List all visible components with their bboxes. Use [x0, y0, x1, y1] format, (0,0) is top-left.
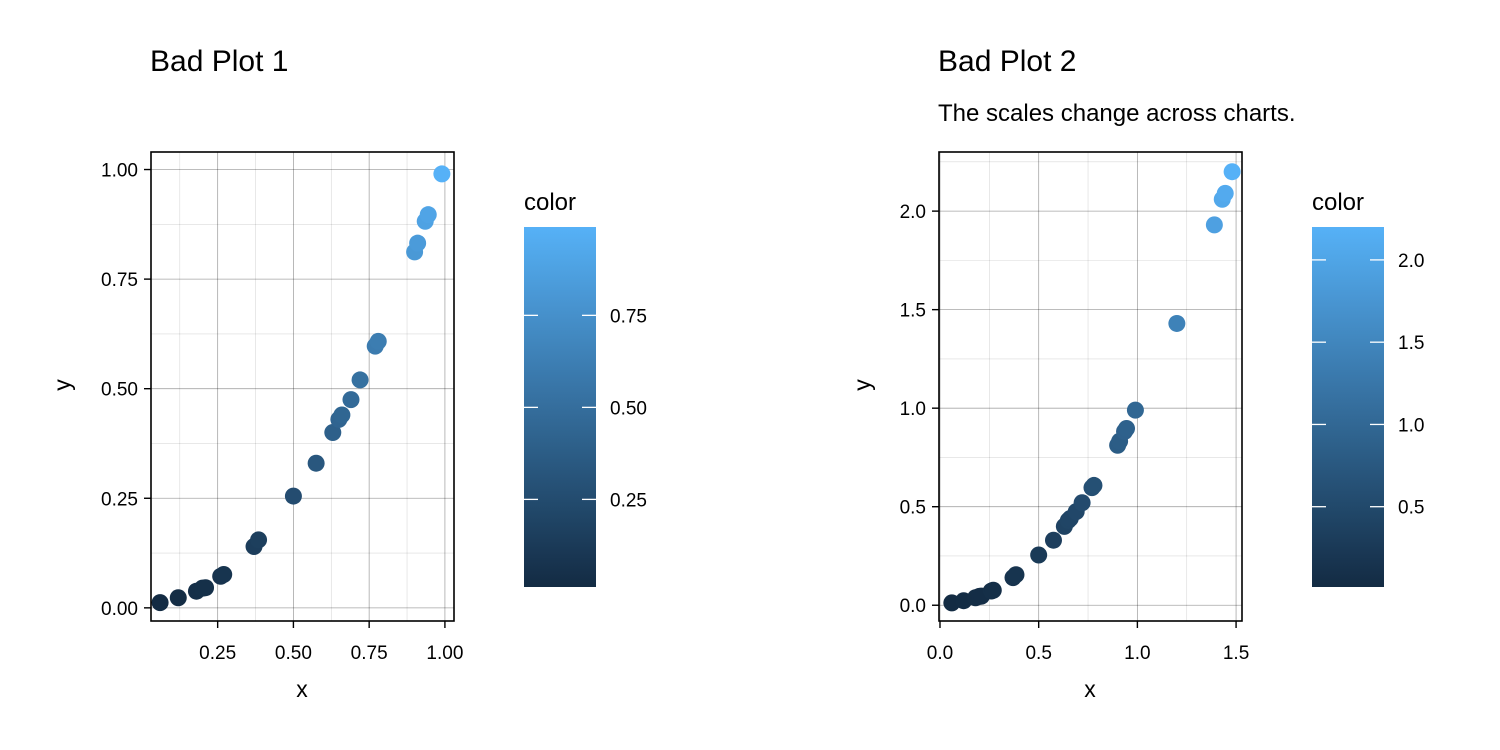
data-point [1216, 184, 1234, 202]
chart-2-grid [939, 152, 1242, 621]
data-point [1073, 494, 1091, 512]
chart-1-x-axis-label: x [296, 676, 308, 702]
data-point [1223, 163, 1241, 181]
data-point [409, 234, 427, 252]
x-tick-label: 0.5 [1025, 643, 1051, 664]
data-point [1118, 419, 1136, 437]
x-tick-label: 0.75 [351, 643, 388, 664]
y-tick-label: 0.50 [101, 380, 138, 401]
chart-1-grid [151, 152, 454, 621]
colorbar-tick-label: 1.0 [1398, 415, 1424, 436]
colorbar-tick-label: 0.50 [610, 398, 647, 419]
data-point [342, 391, 360, 409]
chart-2-panel-border [938, 151, 1243, 622]
chart-1-legend-title: color [524, 189, 576, 216]
chart-1-panel-border [150, 151, 455, 622]
x-tick-label: 0.0 [927, 643, 953, 664]
chart-1-colorbar-ticks: 0.25 0.50 0.75 [524, 306, 647, 511]
chart-1-x-axis: 0.25 0.50 0.75 1.00 [199, 621, 463, 664]
data-point [1030, 546, 1048, 564]
data-point [1044, 531, 1062, 549]
chart-2-y-axis: 0.0 0.5 1.0 1.5 2.0 [900, 202, 939, 617]
data-point [1126, 401, 1144, 419]
data-point [369, 332, 387, 350]
data-point [284, 487, 302, 505]
colorbar-tick-label: 0.5 [1398, 498, 1424, 519]
chart-1: Bad Plot 1 0.25 0.50 0.75 1.00 0.00 0.25 0.50… [49, 45, 647, 702]
y-tick-label: 1.00 [101, 161, 138, 182]
data-point [1007, 566, 1025, 584]
y-tick-label: 0.00 [101, 599, 138, 620]
data-point [333, 406, 351, 424]
colorbar-tick-label: 2.0 [1398, 251, 1424, 272]
chart-1-y-axis-label: y [49, 379, 75, 391]
colorbar-tick-label: 0.25 [610, 490, 647, 511]
data-point [984, 581, 1002, 599]
data-point [197, 579, 215, 597]
data-point [433, 165, 451, 183]
data-point [324, 424, 342, 442]
chart-1-points [151, 165, 451, 612]
data-point [215, 566, 233, 584]
x-tick-label: 0.50 [275, 643, 312, 664]
y-tick-label: 0.25 [101, 489, 138, 510]
chart-1-legend: color 0.25 0.50 0.75 [524, 189, 647, 587]
x-tick-label: 1.5 [1223, 643, 1249, 664]
chart-2-points [943, 163, 1241, 612]
data-point [1168, 314, 1186, 332]
x-tick-label: 1.00 [426, 643, 463, 664]
chart-1-title: Bad Plot 1 [150, 45, 288, 78]
chart-2-legend: color 0.5 1.0 1.5 2.0 [1312, 189, 1424, 587]
y-tick-label: 2.0 [900, 202, 926, 223]
chart-2-y-axis-label: y [849, 379, 875, 391]
colorbar-tick-label: 0.75 [610, 306, 647, 327]
y-tick-label: 1.0 [900, 399, 926, 420]
chart-2-legend-title: color [1312, 189, 1364, 216]
chart-2-colorbar [1312, 227, 1384, 587]
data-point [169, 589, 187, 607]
y-tick-label: 0.75 [101, 270, 138, 291]
y-tick-label: 1.5 [900, 301, 926, 322]
data-point [1205, 216, 1223, 234]
chart-2-x-axis-label: x [1084, 676, 1096, 702]
data-point [250, 531, 268, 549]
data-point [151, 594, 169, 612]
y-tick-label: 0.0 [900, 596, 926, 617]
chart-2: Bad Plot 2 The scales change across char… [849, 45, 1424, 702]
x-tick-label: 1.0 [1124, 643, 1150, 664]
data-point [1085, 476, 1103, 494]
chart-2-subtitle: The scales change across charts. [938, 100, 1296, 127]
x-tick-label: 0.25 [199, 643, 236, 664]
chart-2-title: Bad Plot 2 [938, 45, 1076, 78]
chart-1-y-axis: 0.00 0.25 0.50 0.75 1.00 [101, 161, 151, 620]
y-tick-label: 0.5 [900, 498, 926, 519]
chart-2-x-axis: 0.0 0.5 1.0 1.5 [927, 621, 1249, 664]
data-point [419, 206, 437, 224]
colorbar-tick-label: 1.5 [1398, 333, 1424, 354]
data-point [351, 371, 369, 389]
data-point [307, 454, 325, 472]
chart-2-colorbar-ticks: 0.5 1.0 1.5 2.0 [1312, 251, 1424, 519]
